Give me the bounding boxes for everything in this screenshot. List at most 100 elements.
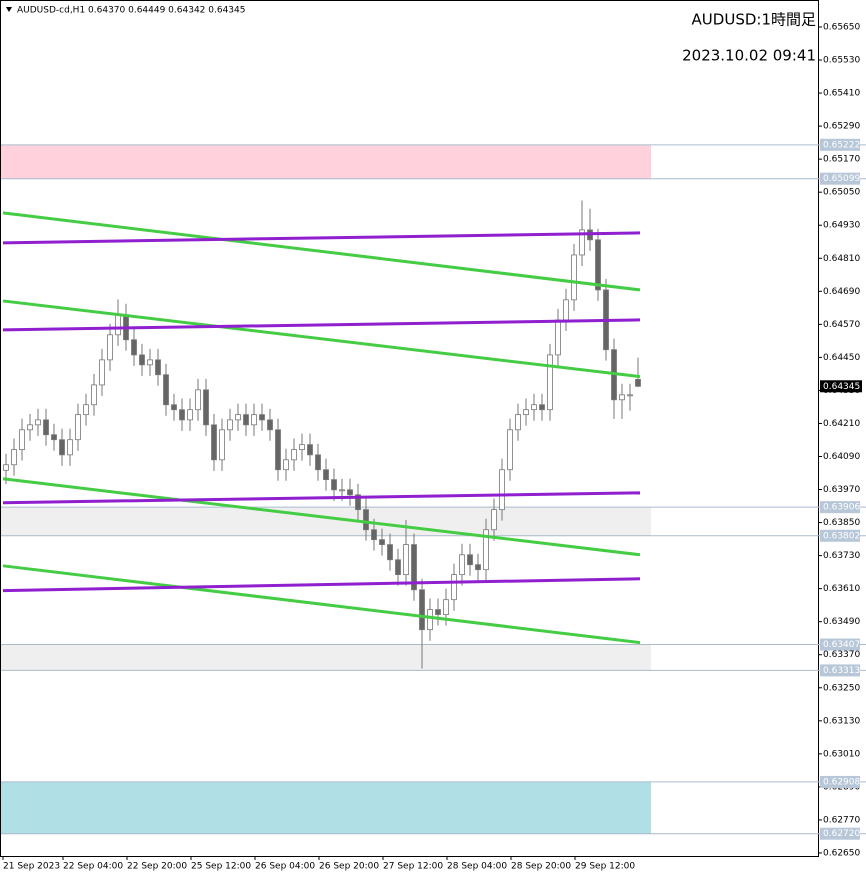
candle-body [347, 489, 353, 496]
x-tick-label: 28 Sep 04:00 [447, 862, 507, 872]
candle-body [235, 414, 241, 421]
candle-body [619, 394, 625, 401]
candle-body [227, 419, 233, 431]
y-tick-label: 0.63610 [823, 584, 860, 594]
candle-body [27, 424, 33, 431]
candle-body [323, 469, 329, 481]
candle-body [315, 454, 321, 471]
candle-body [363, 509, 369, 531]
y-tick-label: 0.65170 [823, 155, 860, 165]
zone [1, 144, 651, 179]
candle-body [35, 419, 41, 426]
y-tick-label: 0.63490 [823, 617, 860, 627]
candle-body [283, 459, 289, 471]
candle-body [163, 374, 169, 406]
candle-body [3, 464, 9, 471]
candle-body [539, 404, 545, 411]
x-tick-label: 22 Sep 20:00 [127, 862, 187, 872]
candle-body [331, 479, 337, 491]
candle-body [579, 229, 585, 256]
level-label-bg [820, 501, 860, 514]
y-tick-label: 0.65410 [823, 89, 860, 99]
candle-body [395, 559, 401, 576]
candle-body [75, 414, 81, 441]
level-label-bg [820, 638, 860, 651]
candle-body [411, 544, 417, 591]
candle-body [483, 529, 489, 571]
candle-body [251, 414, 257, 426]
level-label-bg [820, 529, 860, 542]
y-tick-label: 0.62770 [823, 815, 860, 825]
level-label-bg [820, 664, 860, 677]
candle-body [243, 414, 249, 426]
candle-body [171, 404, 177, 411]
candle-body [427, 609, 433, 631]
candle-body [635, 379, 641, 387]
candle-body [451, 574, 457, 601]
candle-body [115, 314, 121, 336]
menu-arrow [6, 7, 12, 12]
y-tick-label: 0.64810 [823, 254, 860, 264]
candle-body [499, 469, 505, 511]
candle-body [51, 434, 57, 441]
candle-body [155, 359, 161, 376]
candle-body [563, 299, 569, 321]
level-label-bg [820, 172, 860, 185]
price-label: 0.64345 [823, 382, 860, 392]
zone [1, 644, 651, 671]
y-tick-label: 0.64090 [823, 452, 860, 462]
trendline [2, 564, 641, 645]
candle-body [291, 449, 297, 461]
level-label: 0.63313 [823, 666, 860, 676]
candle-body [531, 404, 537, 411]
y-tick-label: 0.65530 [823, 56, 860, 66]
candle-body [187, 409, 193, 421]
level-label: 0.63407 [823, 640, 860, 650]
level-label-bg [820, 775, 860, 788]
candle-body [491, 509, 497, 531]
candle-body [459, 554, 465, 576]
candle-body [131, 339, 137, 356]
candle-body [547, 354, 553, 411]
candle-body [91, 384, 97, 406]
candle-body [595, 239, 601, 291]
candle-body [467, 554, 473, 566]
candle-body [147, 359, 153, 366]
trendline [2, 318, 641, 332]
zone [1, 781, 651, 834]
y-tick-label: 0.64570 [823, 320, 860, 330]
level-label: 0.65099 [823, 174, 860, 184]
x-tick-label: 21 Sep 2023 [3, 862, 60, 872]
annotation: 2023.10.02 09:41 [682, 47, 816, 65]
x-tick-label: 26 Sep 04:00 [255, 862, 315, 872]
y-tick-label: 0.63730 [823, 551, 860, 561]
y-tick-label: 0.64450 [823, 353, 860, 363]
y-tick-label: 0.64930 [823, 221, 860, 231]
candle-body [515, 414, 521, 431]
candle-body [179, 409, 185, 421]
level-label-bg [820, 138, 860, 151]
candle-body [219, 429, 225, 461]
candle-body [267, 419, 273, 431]
y-tick-label: 0.63250 [823, 683, 860, 693]
candle-body [99, 359, 105, 386]
candle-body [259, 414, 265, 421]
x-tick-label: 29 Sep 12:00 [575, 862, 635, 872]
x-tick-label: 28 Sep 20:00 [511, 862, 571, 872]
candle-body [555, 319, 561, 356]
candle-body [107, 334, 113, 361]
y-tick-label: 0.63010 [823, 749, 860, 759]
candle-body [571, 254, 577, 301]
x-tick-label: 26 Sep 20:00 [319, 862, 379, 872]
x-tick-label: 22 Sep 04:00 [63, 862, 123, 872]
y-tick-label: 0.63970 [823, 485, 860, 495]
candle-body [339, 489, 345, 492]
trendline [2, 491, 641, 505]
candle-body [475, 564, 481, 571]
candle-body [275, 429, 281, 471]
y-tick-label: 0.63850 [823, 518, 860, 528]
header: AUDUSD-cd,H1 0.64370 0.64449 0.64342 0.6… [17, 6, 245, 16]
trendline [2, 299, 641, 379]
candle-body [355, 494, 361, 511]
